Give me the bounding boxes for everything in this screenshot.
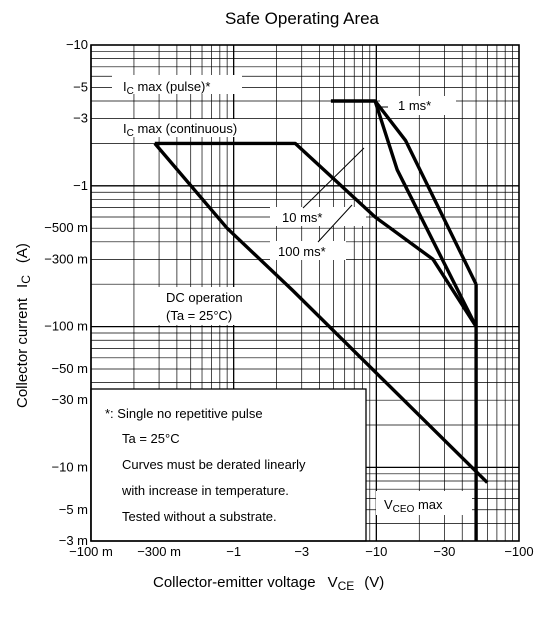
label-backgrounds xyxy=(90,75,472,542)
y-tick-label: −1 xyxy=(73,178,88,193)
curve-dc-operation xyxy=(153,142,489,484)
y-tick-label: −10 xyxy=(66,37,88,52)
note-line-2: Ta = 25°C xyxy=(122,431,180,446)
x-tick-labels: −100 m −300 m −1 −3 −10 −30 −100 xyxy=(69,544,534,559)
label-vceo-max: VCEO max xyxy=(384,497,443,515)
notes-box xyxy=(90,388,367,542)
y-tick-label: −3 xyxy=(73,111,88,126)
y-tick-label: −100 m xyxy=(44,319,88,334)
leader-lines xyxy=(302,106,388,243)
ic-max-pulse-label: IC max (pulse)* xyxy=(123,79,210,97)
y-tick-label: −3 m xyxy=(59,533,88,548)
note-line-3: Curves must be derated linearly xyxy=(122,457,306,472)
x-tick-label: −1 xyxy=(226,544,241,559)
curve-10-ms xyxy=(330,99,478,328)
y-tick-label: −50 m xyxy=(52,361,89,376)
y-tick-label: −10 m xyxy=(52,459,89,474)
note-line-1: *: Single no repetitive pulse xyxy=(105,406,263,421)
x-tick-label: −3 xyxy=(294,544,309,559)
y-tick-label: −300 m xyxy=(44,251,88,266)
x-tick-label: −100 m xyxy=(69,544,113,559)
x-tick-label: −300 m xyxy=(137,544,181,559)
curve-100-ms xyxy=(154,141,478,328)
y-tick-label: −30 m xyxy=(52,392,89,407)
y-tick-label: −500 m xyxy=(44,220,88,235)
label-100ms: 100 ms* xyxy=(278,244,326,259)
chart-title: Safe Operating Area xyxy=(225,9,380,28)
curves xyxy=(153,99,489,541)
curve-1-ms xyxy=(373,99,478,285)
y-axis-label: Collector currentIC(A) xyxy=(14,243,33,408)
note-line-4: with increase in temperature. xyxy=(121,483,289,498)
ic-max-continuous-label: IC max (continuous) xyxy=(123,121,237,139)
label-dc-operation: DC operation xyxy=(166,290,243,305)
label-dc-temperature: (Ta = 25°C) xyxy=(166,308,232,323)
label-1ms: 1 ms* xyxy=(398,98,431,113)
notes: *: Single no repetitive pulse Ta = 25°C … xyxy=(105,406,306,524)
y-tick-labels: −10 −5 −3 −1 −500 m −300 m −100 m −50 m −30 m −10… xyxy=(44,37,88,548)
y-tick-label: −5 m xyxy=(59,502,88,517)
note-line-5: Tested without a substrate. xyxy=(122,509,277,524)
x-tick-label: −30 xyxy=(433,544,455,559)
y-tick-label: −5 xyxy=(73,79,88,94)
x-axis-label: Collector-emitter voltage VCE (V) xyxy=(153,574,384,593)
label-10ms: 10 ms* xyxy=(282,210,322,225)
x-tick-label: −100 xyxy=(504,544,533,559)
plot-frame xyxy=(90,44,520,542)
x-tick-label: −10 xyxy=(365,544,387,559)
